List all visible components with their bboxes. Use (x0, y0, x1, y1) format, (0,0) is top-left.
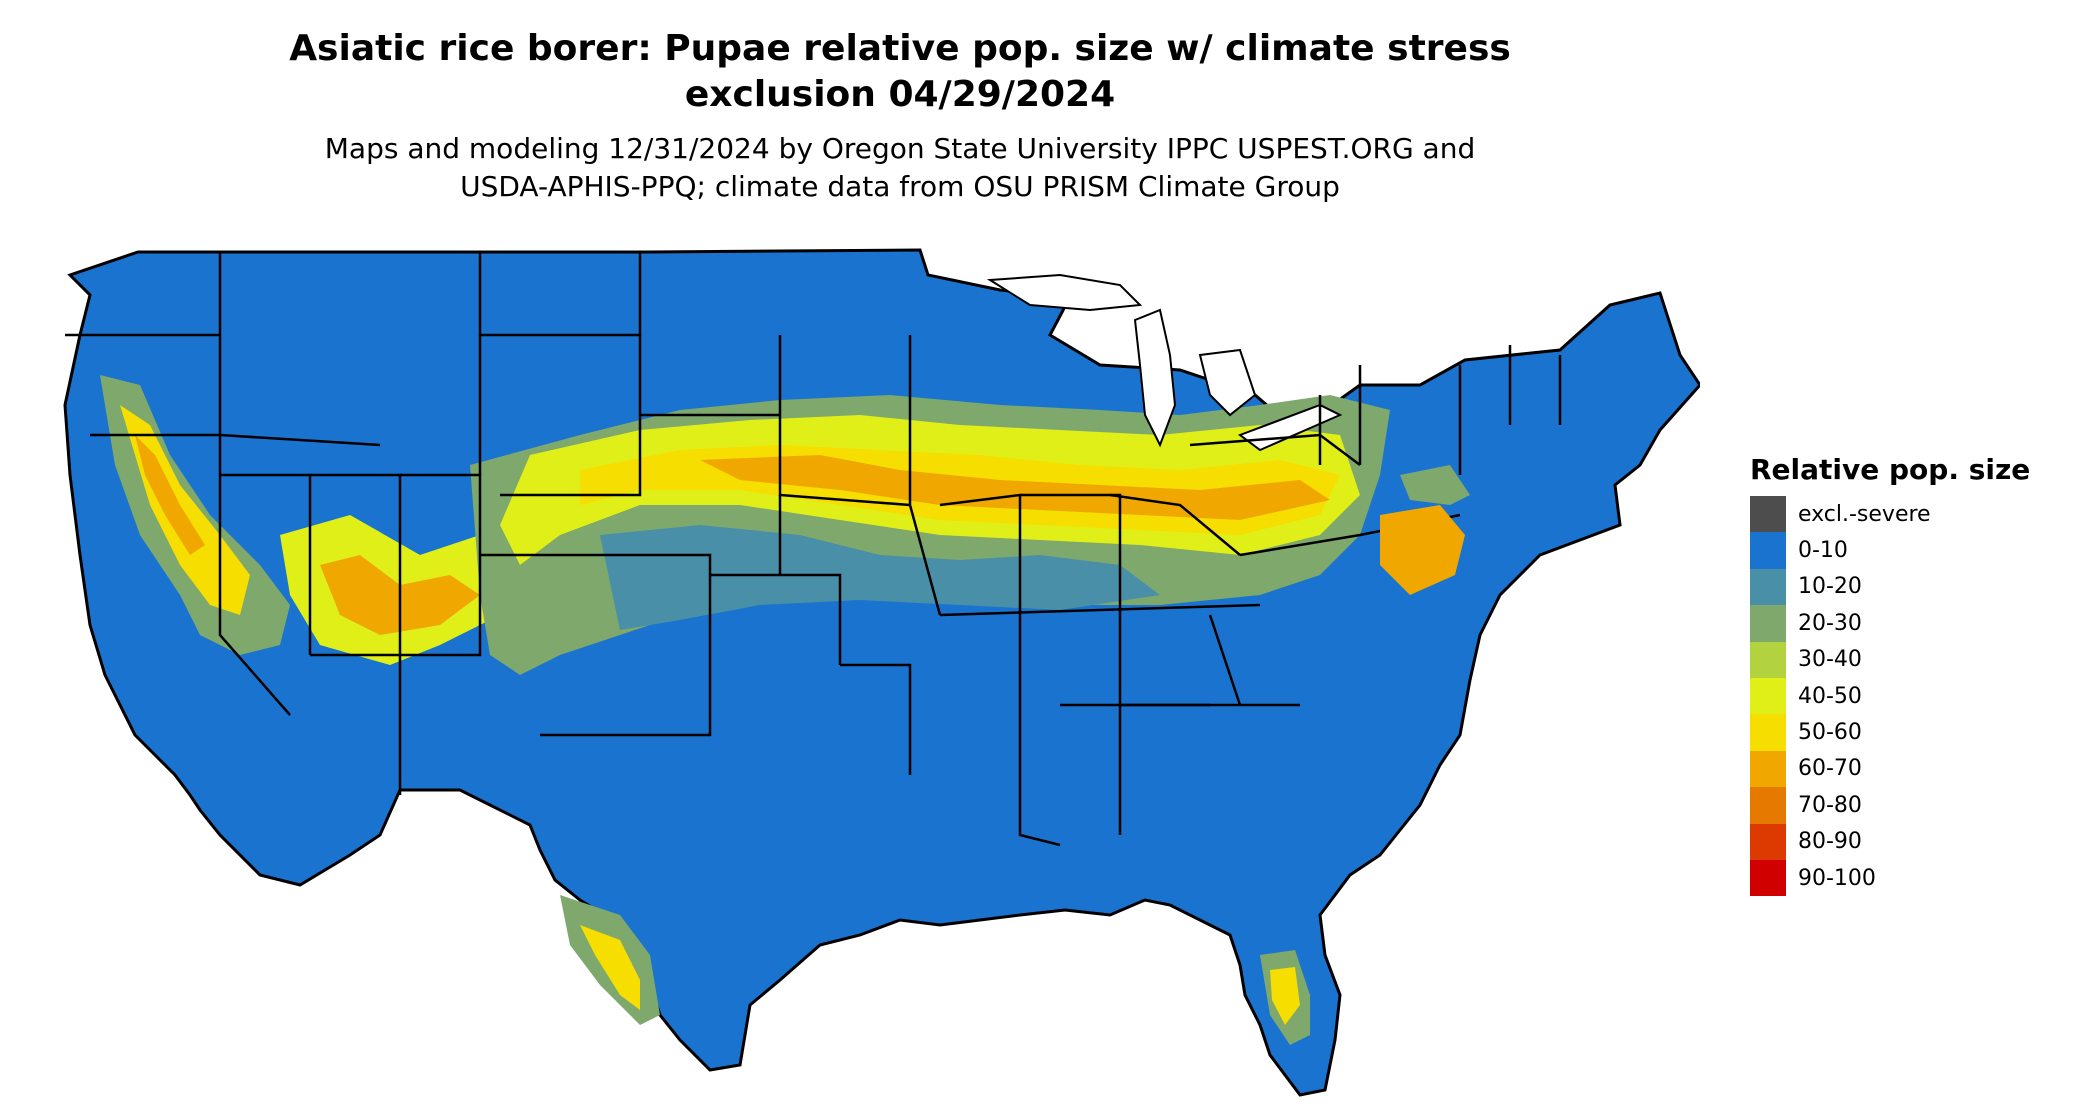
legend-swatch (1750, 714, 1786, 751)
atlantic-coast-green (1400, 465, 1470, 505)
legend-label: 70-80 (1798, 792, 1862, 818)
legend-label: 20-30 (1798, 610, 1862, 636)
legend-label: excl.-severe (1798, 501, 1931, 527)
legend-label: 90-100 (1798, 865, 1876, 891)
legend-swatch (1750, 641, 1786, 678)
legend-label: 50-60 (1798, 720, 1862, 746)
legend-entry: excl.-severe (1750, 496, 2080, 533)
conus-landmass (63, 248, 1700, 1097)
lake-huron (1198, 348, 1257, 417)
texas-coast-yellow (580, 925, 640, 1010)
legend-swatch (1750, 532, 1786, 569)
legend-label: 60-70 (1798, 756, 1862, 782)
legend-swatch (1750, 787, 1786, 824)
legend-label: 80-90 (1798, 829, 1862, 855)
lake-superior (986, 273, 1143, 312)
legend-swatch (1750, 823, 1786, 860)
legend-swatch (1750, 568, 1786, 606)
us-map (63, 248, 1700, 1097)
legend-entry: 80-90 (1750, 823, 2080, 860)
map-title: Asiatic rice borer: Pupae relative pop. … (0, 26, 1800, 118)
atlantic-coast-orange (1380, 505, 1465, 595)
subtitle-line-2: USDA-APHIS-PPQ; climate data from OSU PR… (460, 170, 1340, 203)
legend-title: Relative pop. size (1750, 453, 2031, 486)
legend-entry: 30-40 (1750, 641, 2080, 678)
title-line-2: exclusion 04/29/2024 (684, 74, 1116, 115)
title-line-1: Asiatic rice borer: Pupae relative pop. … (289, 28, 1511, 69)
legend-swatch (1750, 605, 1786, 642)
legend-entry: 40-50 (1750, 677, 2080, 715)
legend-swatch (1750, 496, 1786, 533)
legend-entry: 10-20 (1750, 568, 2080, 606)
legend-swatch (1750, 750, 1786, 788)
legend-entry: 50-60 (1750, 714, 2080, 751)
legend-entry: 20-30 (1750, 605, 2080, 642)
legend-entry: 90-100 (1750, 859, 2080, 897)
legend-label: 10-20 (1798, 574, 1862, 600)
map-subtitle: Maps and modeling 12/31/2024 by Oregon S… (0, 130, 1800, 206)
legend: Relative pop. size excl.-severe 0-10 10-20… (1750, 452, 2080, 897)
florida-yellow (1270, 967, 1300, 1025)
lake-michigan (1133, 308, 1177, 448)
legend-entry: 60-70 (1750, 750, 2080, 788)
subtitle-line-1: Maps and modeling 12/31/2024 by Oregon S… (324, 132, 1476, 165)
legend-entry: 70-80 (1750, 787, 2080, 824)
legend-label: 30-40 (1798, 647, 1862, 673)
legend-swatch (1750, 677, 1786, 715)
legend-entries: excl.-severe 0-10 10-20 20-30 30-40 40-50 50-6… (1750, 496, 2080, 897)
legend-swatch (1750, 859, 1786, 897)
california-zone-orange (135, 435, 205, 555)
legend-label: 0-10 (1798, 538, 1848, 564)
legend-entry: 0-10 (1750, 532, 2080, 569)
legend-label: 40-50 (1798, 683, 1862, 709)
